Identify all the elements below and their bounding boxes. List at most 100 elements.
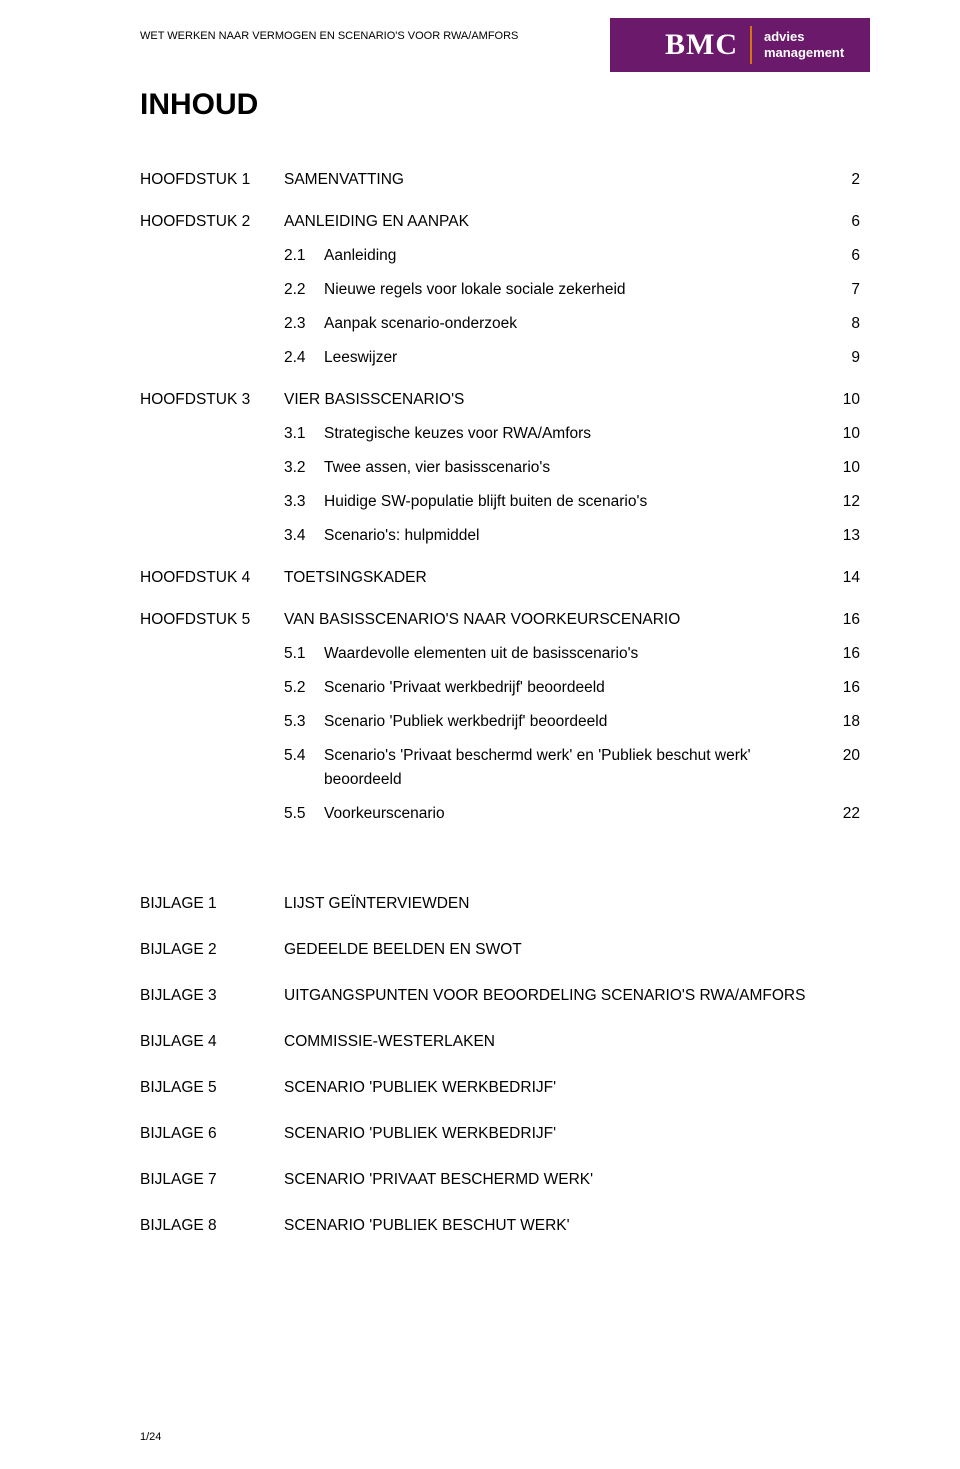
toc-section-gap (140, 380, 860, 388)
appendix-row: BIJLAGE 8SCENARIO 'PUBLIEK BESCHUT WERK' (140, 1214, 860, 1238)
toc-sub-page: 13 (820, 524, 860, 548)
toc-sub-number: 2.1 (284, 244, 324, 268)
toc-chapter-row: HOOFDSTUK 4TOETSINGSKADER14 (140, 566, 860, 590)
toc-row-left: 2.2Nieuwe regels voor lokale sociale zek… (140, 278, 820, 302)
toc-sub-title: Voorkeurscenario (324, 802, 820, 826)
appendix-title: LIJST GEÏNTERVIEWDEN (284, 892, 860, 916)
toc-sub-number: 3.4 (284, 524, 324, 548)
toc-sub-number: 5.1 (284, 642, 324, 666)
toc-sub-number: 2.4 (284, 346, 324, 370)
appendix-row: BIJLAGE 7SCENARIO 'PRIVAAT BESCHERMD WER… (140, 1168, 860, 1192)
toc-chapter-label: HOOFDSTUK 3 (140, 388, 284, 412)
toc-sub-title: Strategische keuzes voor RWA/Amfors (324, 422, 820, 446)
toc-row-left: 3.4Scenario's: hulpmiddel (140, 524, 820, 548)
bmc-logo: BMC advies management (610, 18, 870, 72)
logo-brand-area: BMC (610, 18, 750, 72)
toc-row-left: 3.1Strategische keuzes voor RWA/Amfors (140, 422, 820, 446)
toc-section-gap (140, 836, 860, 844)
appendix-label: BIJLAGE 3 (140, 984, 284, 1008)
appendix-label: BIJLAGE 6 (140, 1122, 284, 1146)
toc-sub-title: Nieuwe regels voor lokale sociale zekerh… (324, 278, 820, 302)
toc-sub-row: 3.2Twee assen, vier basisscenario's10 (140, 456, 860, 480)
toc-sub-row: 3.1Strategische keuzes voor RWA/Amfors10 (140, 422, 860, 446)
toc-row-left: HOOFDSTUK 4TOETSINGSKADER (140, 566, 820, 590)
toc-sub-page: 10 (820, 456, 860, 480)
toc-sub-title: Scenario 'Privaat werkbedrijf' beoordeel… (324, 676, 820, 700)
toc-row-left: 5.1Waardevolle elementen uit de basissce… (140, 642, 820, 666)
toc-sub-row: 3.4Scenario's: hulpmiddel13 (140, 524, 860, 548)
logo-brand-text: BMC (665, 28, 738, 62)
toc-sub-page: 10 (820, 422, 860, 446)
toc-chapter-page: 16 (820, 608, 860, 632)
toc-sub-page: 8 (820, 312, 860, 336)
toc-chapter-row: HOOFDSTUK 3VIER BASISSCENARIO'S10 (140, 388, 860, 412)
appendix-row: BIJLAGE 2GEDEELDE BEELDEN EN SWOT (140, 938, 860, 962)
toc-sub-page: 22 (820, 802, 860, 826)
toc-row-left: HOOFDSTUK 1SAMENVATTING (140, 168, 820, 192)
logo-tagline-area: advies management (752, 18, 870, 72)
toc-sub-page: 20 (820, 744, 860, 768)
toc-sub-title: Leeswijzer (324, 346, 820, 370)
toc-chapter-title: AANLEIDING EN AANPAK (284, 210, 820, 234)
toc-row-left: 5.3Scenario 'Publiek werkbedrijf' beoord… (140, 710, 820, 734)
toc-sub-title: Twee assen, vier basisscenario's (324, 456, 820, 480)
toc-chapter-row: HOOFDSTUK 1SAMENVATTING2 (140, 168, 860, 192)
toc-chapter-page: 14 (820, 566, 860, 590)
page-number: 1/24 (140, 1431, 161, 1443)
toc-chapter-page: 10 (820, 388, 860, 412)
appendix-row: BIJLAGE 5SCENARIO 'PUBLIEK WERKBEDRIJF' (140, 1076, 860, 1100)
toc-sub-page: 6 (820, 244, 860, 268)
toc-row-left: HOOFDSTUK 2AANLEIDING EN AANPAK (140, 210, 820, 234)
appendix-label: BIJLAGE 4 (140, 1030, 284, 1054)
toc-chapter-label: HOOFDSTUK 5 (140, 608, 284, 632)
toc-sub-number: 5.3 (284, 710, 324, 734)
toc-sub-row: 5.5Voorkeurscenario22 (140, 802, 860, 826)
toc-row-left: 2.3Aanpak scenario-onderzoek (140, 312, 820, 336)
toc-sub-row: 5.2Scenario 'Privaat werkbedrijf' beoord… (140, 676, 860, 700)
toc-chapter-label: HOOFDSTUK 1 (140, 168, 284, 192)
appendix-row: BIJLAGE 4COMMISSIE-WESTERLAKEN (140, 1030, 860, 1054)
table-of-contents: HOOFDSTUK 1SAMENVATTING2HOOFDSTUK 2AANLE… (140, 168, 860, 844)
toc-sub-number: 5.2 (284, 676, 324, 700)
toc-chapter-row: HOOFDSTUK 2AANLEIDING EN AANPAK6 (140, 210, 860, 234)
appendix-label: BIJLAGE 8 (140, 1214, 284, 1238)
toc-sub-number: 2.2 (284, 278, 324, 302)
toc-sub-title: Aanleiding (324, 244, 820, 268)
toc-sub-title: Huidige SW-populatie blijft buiten de sc… (324, 490, 820, 514)
toc-chapter-title: VIER BASISSCENARIO'S (284, 388, 820, 412)
toc-sub-page: 18 (820, 710, 860, 734)
toc-sub-page: 16 (820, 676, 860, 700)
toc-sub-page: 16 (820, 642, 860, 666)
appendix-row: BIJLAGE 3UITGANGSPUNTEN VOOR BEOORDELING… (140, 984, 860, 1008)
toc-sub-row: 5.4Scenario's 'Privaat beschermd werk' e… (140, 744, 860, 792)
toc-sub-title: Aanpak scenario-onderzoek (324, 312, 820, 336)
toc-chapter-label: HOOFDSTUK 4 (140, 566, 284, 590)
appendix-row: BIJLAGE 1LIJST GEÏNTERVIEWDEN (140, 892, 860, 916)
logo-tagline-line1: advies (764, 29, 870, 45)
toc-sub-number: 5.4 (284, 744, 324, 768)
toc-chapter-page: 2 (820, 168, 860, 192)
logo-tagline-line2: management (764, 45, 870, 61)
toc-sub-number: 3.2 (284, 456, 324, 480)
toc-row-left: HOOFDSTUK 3VIER BASISSCENARIO'S (140, 388, 820, 412)
toc-row-left: 3.2Twee assen, vier basisscenario's (140, 456, 820, 480)
toc-sub-row: 2.1Aanleiding6 (140, 244, 860, 268)
toc-sub-number: 3.3 (284, 490, 324, 514)
toc-sub-number: 2.3 (284, 312, 324, 336)
toc-sub-row: 2.4Leeswijzer9 (140, 346, 860, 370)
appendix-title: COMMISSIE-WESTERLAKEN (284, 1030, 860, 1054)
appendix-list: BIJLAGE 1LIJST GEÏNTERVIEWDEN BIJLAGE 2GE… (140, 892, 860, 1238)
toc-sub-number: 3.1 (284, 422, 324, 446)
document-page: WET WERKEN NAAR VERMOGEN EN SCENARIO'S V… (0, 0, 960, 1469)
toc-section-gap (140, 202, 860, 210)
toc-sub-row: 2.3Aanpak scenario-onderzoek8 (140, 312, 860, 336)
toc-section-gap (140, 600, 860, 608)
toc-row-left: HOOFDSTUK 5VAN BASISSCENARIO'S NAAR VOOR… (140, 608, 820, 632)
toc-sub-number: 5.5 (284, 802, 324, 826)
appendix-label: BIJLAGE 5 (140, 1076, 284, 1100)
toc-sub-row: 5.1Waardevolle elementen uit de basissce… (140, 642, 860, 666)
toc-chapter-page: 6 (820, 210, 860, 234)
toc-row-left: 5.4Scenario's 'Privaat beschermd werk' e… (140, 744, 820, 792)
toc-chapter-row: HOOFDSTUK 5VAN BASISSCENARIO'S NAAR VOOR… (140, 608, 860, 632)
toc-row-left: 2.4Leeswijzer (140, 346, 820, 370)
